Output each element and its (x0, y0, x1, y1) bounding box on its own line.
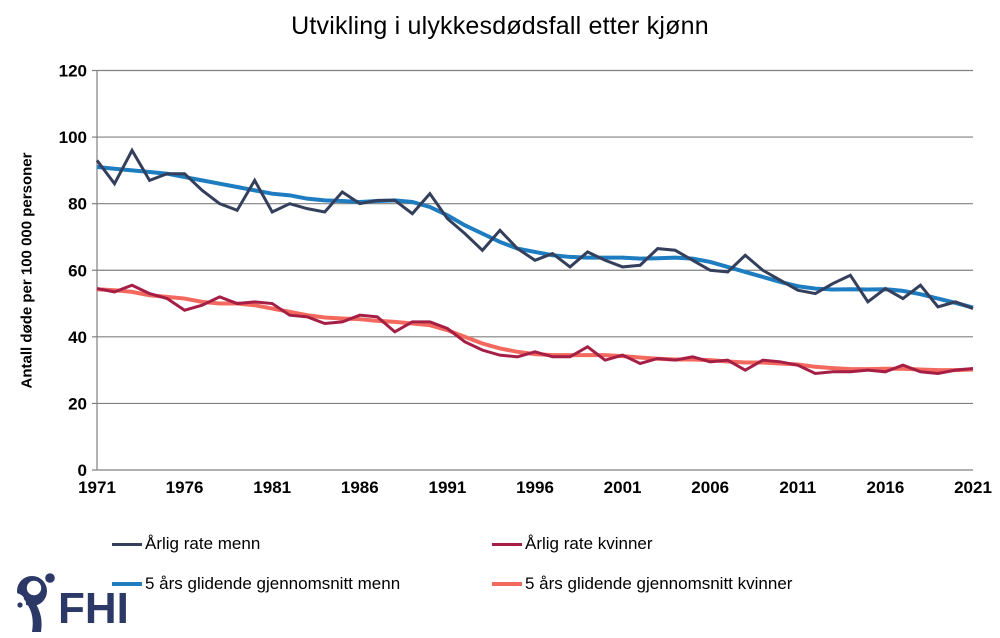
x-tick-label-1991: 1991 (428, 478, 466, 497)
x-tick-label-1976: 1976 (166, 478, 204, 497)
chart-legend: Årlig rate menn Årlig rate kvinner 5 års g… (112, 524, 792, 604)
x-tick-label-1996: 1996 (516, 478, 554, 497)
y-tick-label-20: 20 (68, 394, 87, 413)
x-tick-label-2011: 2011 (779, 478, 816, 497)
fhi-logo-figure-icon (6, 573, 55, 632)
legend-label-0: Årlig rate menn (145, 534, 261, 553)
x-tick-label-2016: 2016 (866, 478, 904, 497)
legend-label-3: 5 års glidende gjennomsnitt kvinner (525, 574, 793, 593)
legend-line-swatch-3 (492, 582, 522, 586)
x-tick-label-2021: 2021 (954, 478, 992, 497)
legend-item-3: 5 års glidende gjennomsnitt kvinner (492, 564, 792, 604)
y-tick-label-80: 80 (68, 195, 87, 214)
x-tick-label-2006: 2006 (691, 478, 729, 497)
x-tick-label-2001: 2001 (604, 478, 642, 497)
legend-line-swatch-2 (112, 582, 142, 586)
x-tick-label-1971: 1971 (78, 478, 116, 497)
legend-line-swatch-0 (112, 542, 142, 546)
y-tick-label-120: 120 (59, 62, 87, 81)
chart-title: Utvikling i ulykkesdødsfall etter kjønn (291, 12, 709, 40)
x-tick-label-1981: 1981 (253, 478, 291, 497)
series-line-0 (95, 147, 974, 310)
series-line-2 (96, 165, 974, 310)
y-tick-label-60: 60 (68, 261, 87, 280)
legend-label-2: 5 års glidende gjennomsnitt menn (145, 574, 401, 593)
legend-item-1: Årlig rate kvinner (492, 524, 792, 564)
y-tick-label-100: 100 (59, 128, 87, 147)
fhi-logo: FHI (6, 573, 129, 633)
series-line-1 (96, 283, 974, 375)
y-tick-label-40: 40 (68, 328, 87, 347)
legend-item-2: 5 års glidende gjennomsnitt menn (112, 564, 492, 604)
legend-label-1: Årlig rate kvinner (525, 534, 653, 553)
chart-plot-area: 0 20 40 60 80 100 120 1971 1976 1981 1986 1991 1996 2… (59, 62, 992, 498)
fhi-logo-text: FHI (58, 584, 129, 633)
legend-item-0: Årlig rate menn (112, 524, 492, 564)
y-tick-label-0: 0 (78, 461, 87, 480)
x-tick-label-1986: 1986 (341, 478, 379, 497)
legend-line-swatch-1 (492, 542, 522, 546)
